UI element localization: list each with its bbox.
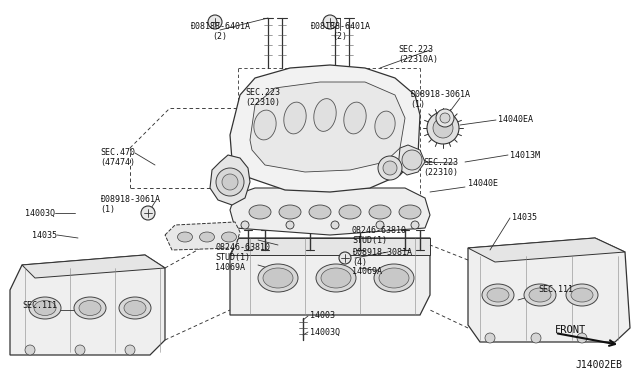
- Text: 14003Q: 14003Q: [310, 327, 340, 337]
- Text: 08246-63810
STUD(1): 08246-63810 STUD(1): [352, 226, 407, 246]
- Ellipse shape: [249, 205, 271, 219]
- Text: Ð08918-3061A
(1): Ð08918-3061A (1): [410, 90, 470, 109]
- Text: 14003Q: 14003Q: [25, 208, 55, 218]
- Circle shape: [427, 112, 459, 144]
- Ellipse shape: [221, 232, 237, 242]
- Ellipse shape: [379, 268, 409, 288]
- Polygon shape: [210, 155, 250, 205]
- Polygon shape: [230, 188, 430, 235]
- Ellipse shape: [339, 205, 361, 219]
- Text: SEC.223
(22310A): SEC.223 (22310A): [398, 45, 438, 64]
- Polygon shape: [165, 222, 240, 250]
- Circle shape: [577, 333, 587, 343]
- Ellipse shape: [344, 102, 366, 134]
- Polygon shape: [230, 238, 430, 255]
- Circle shape: [323, 15, 337, 29]
- Text: 14013M: 14013M: [510, 151, 540, 160]
- Ellipse shape: [279, 205, 301, 219]
- Circle shape: [25, 345, 35, 355]
- Circle shape: [376, 221, 384, 229]
- Circle shape: [411, 221, 419, 229]
- Text: Ð08918-3081A
(4): Ð08918-3081A (4): [352, 248, 412, 267]
- Text: Ð08918-3061A
(1): Ð08918-3061A (1): [100, 195, 160, 214]
- Text: 14069A: 14069A: [215, 263, 245, 273]
- Circle shape: [286, 221, 294, 229]
- Circle shape: [402, 150, 422, 170]
- Circle shape: [222, 174, 238, 190]
- Ellipse shape: [263, 268, 293, 288]
- Polygon shape: [10, 255, 165, 355]
- Ellipse shape: [79, 301, 101, 315]
- Circle shape: [440, 113, 450, 123]
- Ellipse shape: [309, 205, 331, 219]
- Text: 14040EA: 14040EA: [498, 115, 533, 125]
- Circle shape: [383, 161, 397, 175]
- Circle shape: [75, 345, 85, 355]
- Text: J14002EB: J14002EB: [575, 360, 622, 370]
- Circle shape: [208, 15, 222, 29]
- Circle shape: [485, 333, 495, 343]
- Polygon shape: [468, 238, 630, 342]
- Text: Ð08188-6401A
(2): Ð08188-6401A (2): [190, 22, 250, 41]
- Circle shape: [436, 109, 454, 127]
- Ellipse shape: [482, 284, 514, 306]
- Ellipse shape: [566, 284, 598, 306]
- Text: SEC.223
(22310): SEC.223 (22310): [423, 158, 458, 177]
- Polygon shape: [468, 238, 625, 262]
- Text: 08246-63810
STUD(1): 08246-63810 STUD(1): [215, 243, 270, 262]
- Text: SEC.111: SEC.111: [538, 285, 573, 295]
- Text: SEC.111: SEC.111: [22, 301, 57, 311]
- Circle shape: [331, 221, 339, 229]
- Circle shape: [125, 345, 135, 355]
- Ellipse shape: [200, 232, 214, 242]
- Polygon shape: [230, 238, 430, 315]
- Ellipse shape: [29, 297, 61, 319]
- Circle shape: [433, 118, 453, 138]
- Ellipse shape: [571, 288, 593, 302]
- Ellipse shape: [254, 110, 276, 140]
- Text: SEC.470
(47474): SEC.470 (47474): [100, 148, 135, 167]
- Text: 14040E: 14040E: [468, 179, 498, 187]
- Polygon shape: [230, 65, 420, 192]
- Text: 14003: 14003: [310, 311, 335, 321]
- Circle shape: [339, 252, 351, 264]
- Circle shape: [216, 168, 244, 196]
- Ellipse shape: [314, 99, 336, 131]
- Text: FRONT: FRONT: [555, 325, 586, 335]
- Ellipse shape: [124, 301, 146, 315]
- Ellipse shape: [321, 268, 351, 288]
- Ellipse shape: [375, 111, 395, 139]
- Polygon shape: [250, 82, 405, 172]
- Ellipse shape: [529, 288, 551, 302]
- Ellipse shape: [487, 288, 509, 302]
- Circle shape: [531, 333, 541, 343]
- Ellipse shape: [284, 102, 306, 134]
- Text: SEC.223
(22310): SEC.223 (22310): [245, 88, 280, 108]
- Ellipse shape: [524, 284, 556, 306]
- Ellipse shape: [374, 264, 414, 292]
- Ellipse shape: [369, 205, 391, 219]
- Text: 14069A: 14069A: [352, 267, 382, 276]
- Ellipse shape: [316, 264, 356, 292]
- Polygon shape: [398, 145, 425, 175]
- Circle shape: [241, 221, 249, 229]
- Circle shape: [141, 206, 155, 220]
- Text: 14035: 14035: [32, 231, 57, 240]
- Ellipse shape: [74, 297, 106, 319]
- Ellipse shape: [177, 232, 193, 242]
- Polygon shape: [22, 255, 165, 278]
- Text: Ð08188-6401A
(2): Ð08188-6401A (2): [310, 22, 370, 41]
- Text: 14035: 14035: [512, 214, 537, 222]
- Ellipse shape: [119, 297, 151, 319]
- Ellipse shape: [34, 301, 56, 315]
- Ellipse shape: [399, 205, 421, 219]
- Ellipse shape: [258, 264, 298, 292]
- Circle shape: [378, 156, 402, 180]
